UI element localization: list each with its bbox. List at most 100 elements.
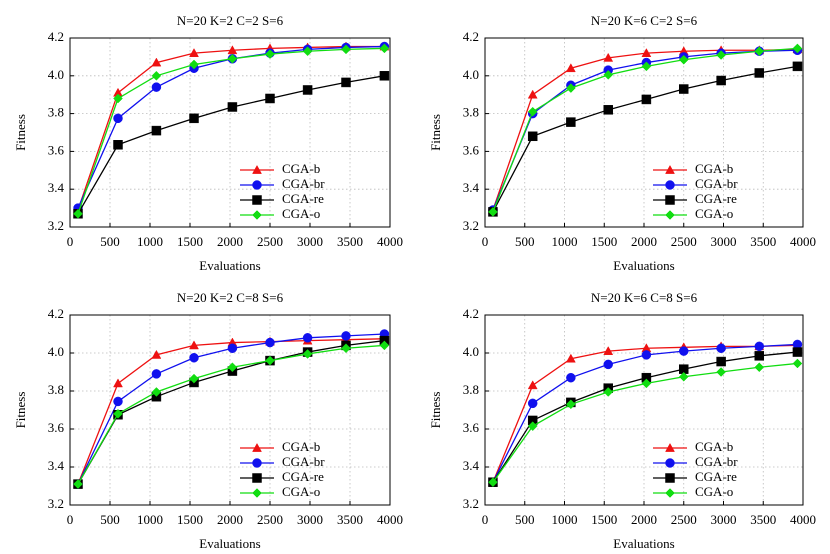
y-tick-label: 4.2 — [463, 29, 479, 44]
marker — [527, 398, 538, 409]
x-tick-label: 2000 — [631, 512, 657, 527]
legend-label: CGA-re — [282, 469, 324, 484]
y-tick-label: 3.6 — [48, 142, 65, 157]
marker — [151, 57, 162, 67]
y-tick-label: 3.4 — [463, 458, 480, 473]
marker — [565, 353, 576, 363]
marker — [73, 208, 83, 219]
marker — [341, 77, 351, 88]
legend-marker — [252, 442, 262, 452]
legend-marker — [665, 442, 675, 452]
y-tick-label: 4.0 — [463, 67, 479, 82]
x-tick-label: 3500 — [750, 512, 776, 527]
marker — [302, 85, 313, 95]
x-tick-label: 2500 — [257, 512, 283, 527]
y-tick-label: 4.2 — [463, 306, 479, 321]
marker — [151, 349, 162, 359]
legend-marker — [665, 488, 675, 498]
series-line — [77, 75, 385, 215]
marker — [488, 477, 498, 488]
y-tick-label: 3.6 — [48, 420, 65, 435]
x-axis-label: Evaluations — [199, 258, 260, 273]
marker — [792, 358, 803, 369]
legend-label: CGA-br — [282, 454, 325, 469]
marker — [641, 350, 652, 360]
marker — [603, 359, 613, 370]
x-tick-label: 4000 — [377, 512, 403, 527]
legend-marker — [665, 164, 675, 174]
y-tick-label: 3.2 — [48, 496, 64, 511]
legend-label: CGA-br — [695, 454, 738, 469]
marker — [341, 44, 351, 55]
x-axis-label: Evaluations — [613, 536, 674, 551]
y-tick-label: 4.0 — [463, 344, 479, 359]
y-tick-label: 3.6 — [463, 420, 480, 435]
x-tick-label: 3000 — [711, 234, 737, 249]
y-tick-label: 3.8 — [463, 382, 479, 397]
plot-frame — [484, 37, 804, 228]
marker — [641, 94, 652, 105]
legend-marker — [252, 195, 262, 205]
x-tick-label: 3000 — [711, 512, 737, 527]
chart-title: N=20 K=2 C=8 S=6 — [177, 290, 284, 305]
marker — [227, 362, 238, 373]
marker — [754, 68, 765, 78]
marker — [566, 83, 576, 93]
plot-frame — [69, 37, 391, 228]
series-line — [492, 344, 798, 483]
marker — [113, 93, 123, 104]
marker — [151, 125, 162, 136]
y-tick-label: 3.4 — [48, 180, 65, 195]
legend-marker — [252, 164, 262, 174]
x-tick-label: 500 — [515, 512, 535, 527]
marker — [566, 399, 576, 410]
x-tick-label: 2000 — [217, 234, 243, 249]
series-line — [77, 340, 385, 485]
marker — [265, 49, 275, 59]
marker — [754, 362, 765, 373]
x-tick-label: 2000 — [631, 234, 657, 249]
marker — [265, 337, 275, 348]
marker — [302, 333, 313, 343]
x-tick-label: 0 — [482, 512, 489, 527]
marker — [603, 387, 614, 397]
y-tick-label: 3.8 — [48, 105, 64, 120]
marker — [151, 82, 162, 92]
marker — [641, 48, 652, 57]
legend-label: CGA-br — [282, 176, 325, 191]
legend-label: CGA-o — [695, 206, 733, 221]
marker — [265, 93, 275, 104]
series-line — [492, 47, 798, 213]
plot-frame — [69, 314, 391, 506]
x-tick-label: 0 — [482, 234, 489, 249]
y-tick-label: 4.0 — [48, 344, 64, 359]
marker — [379, 71, 390, 81]
marker — [379, 340, 390, 351]
y-tick-label: 3.4 — [48, 458, 65, 473]
x-axis-label: Evaluations — [199, 536, 260, 551]
x-tick-label: 1000 — [137, 234, 163, 249]
marker — [227, 45, 238, 55]
marker — [227, 343, 238, 353]
marker — [792, 43, 803, 54]
legend-marker — [665, 210, 675, 220]
marker — [527, 131, 538, 142]
marker — [113, 396, 123, 407]
y-axis-label: Fitness — [428, 114, 443, 151]
marker — [566, 372, 576, 383]
y-tick-label: 4.2 — [48, 306, 64, 321]
marker — [716, 356, 726, 367]
chart-title: N=20 K=2 C=2 S=6 — [177, 13, 284, 28]
marker — [341, 343, 351, 354]
y-axis-label: Fitness — [428, 392, 443, 429]
y-axis-label: Fitness — [13, 392, 28, 429]
chart-title: N=20 K=6 C=8 S=6 — [591, 290, 698, 305]
x-tick-label: 1500 — [591, 234, 617, 249]
x-tick-label: 4000 — [377, 234, 403, 249]
x-tick-label: 0 — [67, 512, 74, 527]
series-line — [492, 351, 798, 483]
marker — [189, 48, 199, 57]
marker — [527, 106, 538, 117]
x-tick-label: 4000 — [790, 234, 816, 249]
